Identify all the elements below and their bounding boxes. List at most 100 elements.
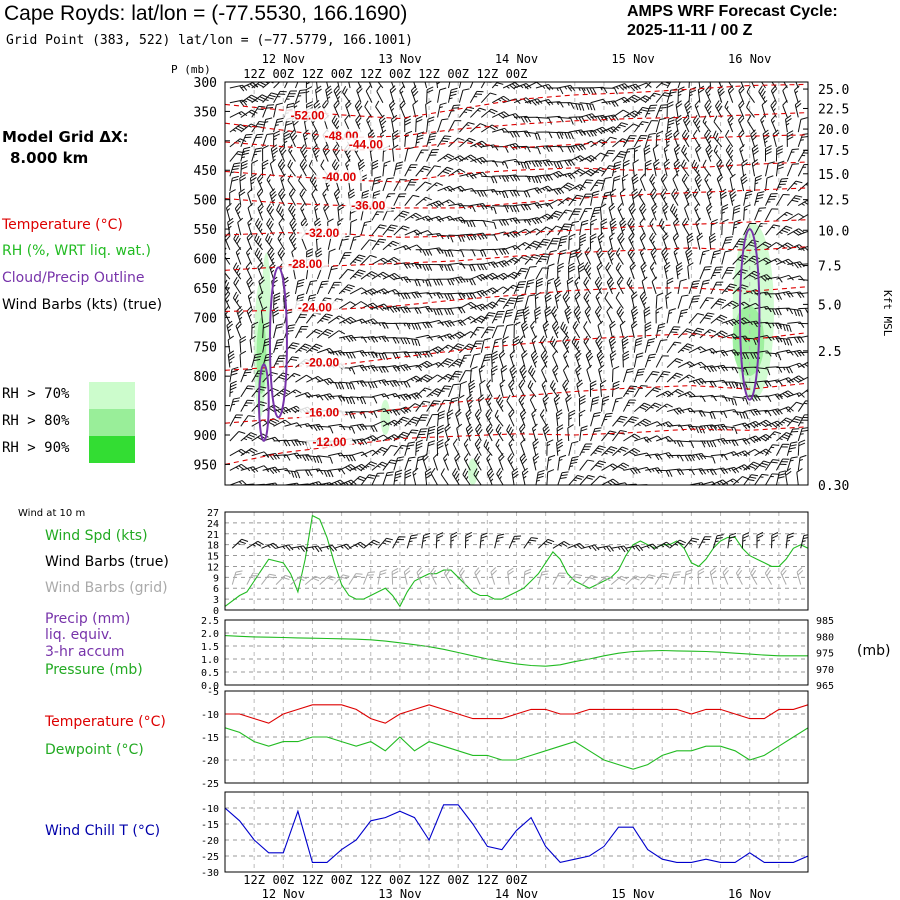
wind-barb xyxy=(481,248,498,256)
wind-barb xyxy=(481,301,499,310)
barb-flag xyxy=(381,353,386,360)
barb-shaft xyxy=(513,83,527,89)
barb-flag xyxy=(297,281,304,285)
barb-flag xyxy=(384,379,390,386)
barb-flag xyxy=(661,191,667,198)
barb-flag xyxy=(297,293,305,297)
barb-flag xyxy=(674,360,681,364)
barb-flag xyxy=(548,118,552,125)
barb-flag xyxy=(290,358,298,361)
barb-shaft xyxy=(743,255,754,265)
barb-flag xyxy=(311,347,319,352)
barb-half xyxy=(598,369,603,373)
barb-flag xyxy=(425,351,430,358)
wind-barb xyxy=(652,144,659,162)
barb-flag xyxy=(466,139,474,144)
barb-half xyxy=(260,228,263,232)
wind-barb xyxy=(644,120,659,133)
barb-shaft xyxy=(260,310,264,324)
wind-barb xyxy=(470,123,487,133)
wind-barb xyxy=(573,306,582,324)
wind-barb xyxy=(672,232,680,250)
barb-flag xyxy=(280,164,286,171)
barb-flag xyxy=(320,159,325,166)
barb-flag xyxy=(449,185,455,192)
barb-flag xyxy=(534,160,539,167)
barb-flag xyxy=(247,235,254,241)
wind-barb xyxy=(469,107,486,118)
barb-flag xyxy=(392,132,399,138)
barb-flag xyxy=(766,175,774,179)
wind-barb xyxy=(644,321,652,339)
barb-shaft xyxy=(502,113,516,118)
barb-half xyxy=(631,228,635,232)
barb-shaft xyxy=(437,135,445,148)
barb-shaft xyxy=(448,155,461,162)
barb-shaft xyxy=(568,168,580,177)
barb-shaft xyxy=(447,89,452,103)
barb-shaft xyxy=(573,311,581,324)
barb-flag xyxy=(460,250,465,258)
barb-flag xyxy=(237,308,243,315)
barb-flag xyxy=(809,212,815,219)
barb-flag xyxy=(267,220,273,227)
wind-barb xyxy=(349,318,368,325)
barb-flag xyxy=(256,250,261,257)
wind-barb xyxy=(798,263,808,270)
barb-shaft xyxy=(579,222,583,236)
barb-half xyxy=(554,372,558,377)
barb-flag xyxy=(700,346,707,351)
barb-flag xyxy=(288,346,296,350)
wind-barb xyxy=(509,350,516,368)
barb-shaft xyxy=(652,148,657,162)
barb-half xyxy=(441,249,444,254)
barb-flag xyxy=(426,374,433,379)
wind-barb xyxy=(251,159,259,177)
barb-flag xyxy=(585,350,592,356)
wind-barb xyxy=(568,262,575,280)
barb-flag xyxy=(545,312,552,317)
barb-flag xyxy=(255,353,262,356)
wind-barb xyxy=(229,189,236,206)
barb-flag xyxy=(379,238,387,241)
wind-barb xyxy=(524,160,542,168)
barb-flag xyxy=(584,279,590,286)
barb-shaft xyxy=(732,238,741,251)
barb-shaft xyxy=(269,163,275,177)
wind-barb xyxy=(247,202,254,221)
barb-half xyxy=(515,289,520,291)
barb-flag xyxy=(597,249,603,256)
barb-shaft xyxy=(356,90,362,103)
barb-flag xyxy=(225,294,230,300)
barb-shaft xyxy=(649,267,657,280)
barb-flag xyxy=(674,144,680,150)
barb-half xyxy=(744,208,748,211)
barb-half xyxy=(556,87,559,92)
barb-half xyxy=(447,235,450,240)
barb-half xyxy=(542,85,546,89)
barb-flag xyxy=(280,146,286,153)
barb-flag xyxy=(482,250,487,257)
barb-flag xyxy=(248,96,256,101)
barb-flag xyxy=(562,291,568,298)
barb-half xyxy=(386,307,390,311)
wind-barb xyxy=(666,326,681,339)
barb-half xyxy=(611,228,615,232)
barb-flag xyxy=(331,115,336,122)
wind-barb xyxy=(305,82,310,89)
barb-shaft xyxy=(747,120,755,133)
barb-shaft xyxy=(269,266,275,280)
barb-shaft xyxy=(502,271,515,280)
barb-flag xyxy=(739,144,745,150)
barb-shaft xyxy=(299,194,307,206)
barb-flag xyxy=(577,185,584,191)
barb-flag xyxy=(404,121,411,126)
barb-flag xyxy=(249,335,256,341)
wind-barb xyxy=(459,188,477,195)
barb-flag xyxy=(556,132,561,139)
barb-flag xyxy=(262,159,269,164)
barb-flag xyxy=(721,204,729,208)
barb-flag xyxy=(299,188,304,195)
barb-flag xyxy=(521,350,527,356)
barb-half xyxy=(323,193,327,197)
